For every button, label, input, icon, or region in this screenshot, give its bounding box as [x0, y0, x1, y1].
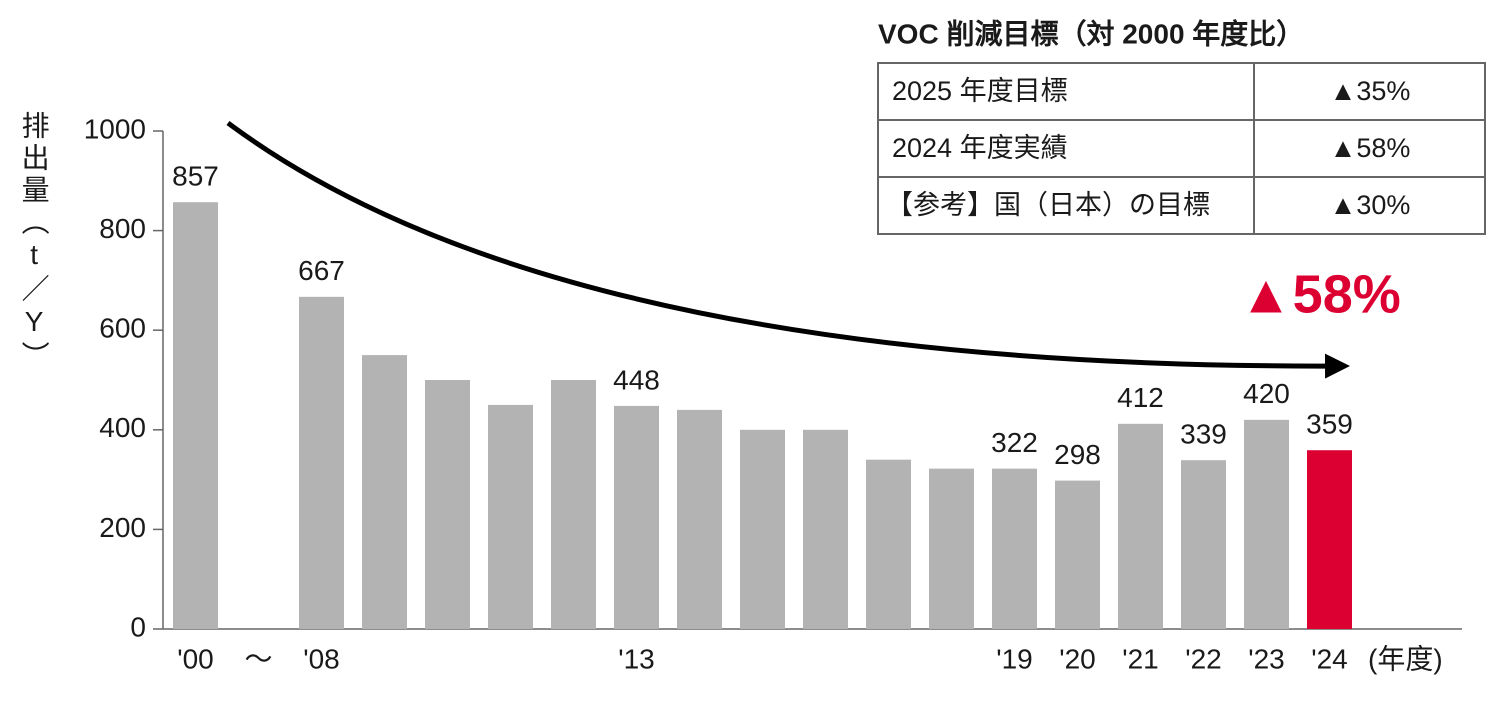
trend-arrow [226, 120, 1350, 379]
bar [803, 429, 848, 629]
bar [1055, 480, 1100, 629]
bar [929, 468, 974, 629]
value-label: 339 [1180, 419, 1227, 450]
y-tick-label: 400 [99, 412, 146, 443]
x-tick-label: '00 [177, 643, 214, 674]
bar [488, 404, 533, 629]
bar [362, 355, 407, 629]
value-label: 857 [172, 161, 219, 192]
table-cell: ▲58% [1330, 133, 1411, 163]
x-tick-label: '24 [1311, 643, 1348, 674]
x-tick-label: '23 [1248, 643, 1285, 674]
value-label: 420 [1243, 378, 1290, 409]
bar [866, 459, 911, 629]
x-axis-title: (年度) [1368, 643, 1443, 674]
bar [677, 409, 722, 629]
table-cell: 2025 年度目標 [892, 76, 1068, 106]
table-cell: ▲35% [1330, 76, 1411, 106]
y-tick-label: 1000 [84, 113, 146, 144]
bar [425, 380, 470, 629]
table-title: VOC 削減目標（対 2000 年度比） [878, 17, 1304, 49]
x-tick-label: '19 [996, 643, 1033, 674]
x-tick-label: ～ [244, 643, 272, 674]
table-cell: 2024 年度実績 [892, 133, 1068, 163]
bar [299, 296, 344, 629]
bar [1118, 423, 1163, 629]
reduction-annotation: ▲58% [1239, 264, 1401, 324]
table: 2025 年度目標 ▲35% 2024 年度実績 ▲58% 【参考】国（日本）の… [877, 62, 1486, 235]
table-cell: 【参考】国（日本）の目標 [886, 190, 1210, 220]
y-tick-label: 600 [99, 313, 146, 344]
bar [551, 380, 596, 629]
y-axis-title: 排出量（t／Y） [19, 111, 50, 373]
value-label: 412 [1117, 382, 1164, 413]
table-cell: ▲30% [1330, 190, 1411, 220]
y-tick-label: 0 [130, 611, 146, 642]
bar [1181, 460, 1226, 629]
bar [740, 429, 785, 629]
bar [173, 202, 218, 630]
value-label: 359 [1306, 409, 1353, 440]
bar [1244, 419, 1289, 629]
x-tick-label: '08 [303, 643, 340, 674]
y-tick-label: 800 [99, 213, 146, 244]
x-tick-label: '21 [1122, 643, 1159, 674]
value-label: 667 [298, 255, 345, 286]
value-label: 448 [613, 364, 660, 395]
y-tick-label: 200 [99, 512, 146, 543]
x-tick-label: '22 [1185, 643, 1222, 674]
x-tick-label: '20 [1059, 643, 1096, 674]
value-label: 298 [1054, 439, 1101, 470]
bar [1307, 450, 1352, 629]
value-label: 322 [991, 427, 1038, 458]
bar [992, 468, 1037, 629]
table-border [877, 62, 1486, 235]
x-tick-label: '13 [618, 643, 655, 674]
bar [614, 405, 659, 629]
